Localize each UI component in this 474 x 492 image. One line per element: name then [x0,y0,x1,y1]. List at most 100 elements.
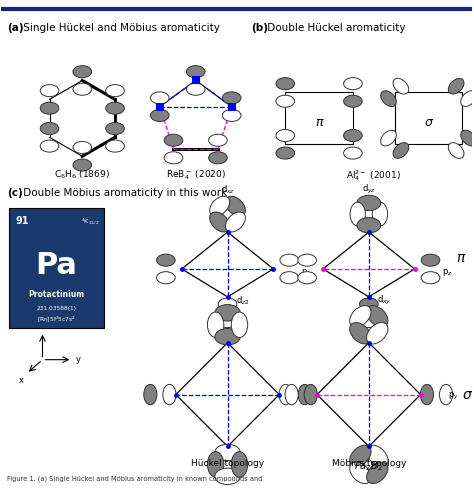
Ellipse shape [344,147,362,159]
Text: Pa$_2$B$_2$: Pa$_2$B$_2$ [355,460,383,473]
Ellipse shape [448,143,464,158]
Text: Double Hückel aromaticity: Double Hückel aromaticity [264,23,406,32]
Ellipse shape [210,212,229,232]
Ellipse shape [150,109,169,122]
Ellipse shape [73,159,91,171]
Bar [156,103,164,111]
Bar [285,92,353,144]
Ellipse shape [73,83,91,95]
Ellipse shape [350,323,371,344]
Text: 231.03588(1): 231.03588(1) [36,306,76,311]
Text: Single Hückel and Möbius aromaticity: Single Hückel and Möbius aromaticity [19,23,219,32]
Ellipse shape [304,384,317,405]
Ellipse shape [106,85,124,96]
Ellipse shape [186,83,205,95]
Text: d$_{xz}$: d$_{xz}$ [220,184,235,196]
Ellipse shape [164,134,183,146]
Ellipse shape [298,272,317,284]
Ellipse shape [421,272,440,284]
Ellipse shape [279,384,292,405]
Ellipse shape [40,123,59,135]
Ellipse shape [366,462,388,484]
Text: σ: σ [425,116,432,129]
Text: 91: 91 [16,216,29,226]
Ellipse shape [421,254,440,266]
Ellipse shape [298,384,311,405]
Ellipse shape [350,462,371,484]
Text: Figure 1. (a) Single Hückel and Möbius aromaticity in known compounds and: Figure 1. (a) Single Hückel and Möbius a… [7,475,262,482]
Ellipse shape [280,254,299,266]
Text: Double Möbius aromaticity in this work: Double Möbius aromaticity in this work [19,188,227,198]
Ellipse shape [106,102,124,114]
Ellipse shape [366,445,388,466]
Ellipse shape [231,452,248,477]
Ellipse shape [393,78,409,94]
Ellipse shape [40,140,59,152]
Text: Al$_4^{2-}$ (2001): Al$_4^{2-}$ (2001) [346,168,401,183]
Ellipse shape [276,147,294,159]
Bar [228,103,236,111]
Text: (b): (b) [251,23,268,32]
Text: Pa: Pa [36,251,77,280]
Text: p$_y$: p$_y$ [448,391,459,402]
Text: $^4$K$_{11/2}$: $^4$K$_{11/2}$ [81,216,99,226]
Ellipse shape [106,123,124,135]
Text: π: π [456,251,465,265]
Ellipse shape [461,91,474,106]
Ellipse shape [231,312,248,338]
Ellipse shape [366,306,388,327]
Ellipse shape [210,196,229,216]
Ellipse shape [357,217,381,233]
Ellipse shape [164,152,183,164]
Ellipse shape [73,141,91,154]
Ellipse shape [40,102,59,114]
Ellipse shape [381,91,396,106]
Text: C$_6$H$_6$ (1869): C$_6$H$_6$ (1869) [55,168,110,181]
Ellipse shape [209,152,227,164]
Ellipse shape [215,444,240,461]
Ellipse shape [420,384,434,405]
Ellipse shape [222,92,241,104]
Ellipse shape [144,384,157,405]
Ellipse shape [344,78,362,90]
Text: z: z [40,319,45,328]
Ellipse shape [276,78,294,90]
Ellipse shape [156,272,175,284]
Ellipse shape [344,95,362,107]
Text: p$_z$: p$_z$ [301,268,312,278]
Text: (a): (a) [7,23,23,32]
Ellipse shape [218,315,237,328]
Text: d$_{z2}$: d$_{z2}$ [236,294,249,307]
Ellipse shape [209,134,227,146]
Ellipse shape [208,312,224,338]
Ellipse shape [215,329,240,345]
Ellipse shape [350,202,365,226]
Text: ReB$_4^-$ (2020): ReB$_4^-$ (2020) [166,168,226,182]
Text: [Rn]5f$^2$5c7s$^2$: [Rn]5f$^2$5c7s$^2$ [37,314,76,324]
Ellipse shape [276,95,294,107]
Text: d$_{yz}$: d$_{yz}$ [362,183,376,196]
Ellipse shape [350,445,371,466]
Ellipse shape [226,196,246,216]
Ellipse shape [73,65,91,78]
Ellipse shape [350,306,371,327]
Ellipse shape [359,298,378,310]
Ellipse shape [276,129,294,142]
Text: Protactinium: Protactinium [28,290,84,299]
Text: y: y [75,355,80,364]
Text: π: π [315,116,323,129]
Text: x: x [18,375,24,385]
Ellipse shape [215,468,240,485]
Ellipse shape [344,129,362,142]
Ellipse shape [186,65,205,78]
Text: d$_{xy}$: d$_{xy}$ [377,294,391,307]
Ellipse shape [372,202,388,226]
Text: (c): (c) [7,188,22,198]
Ellipse shape [461,130,474,146]
Ellipse shape [357,195,381,211]
Bar [191,76,200,85]
Ellipse shape [218,298,237,310]
Ellipse shape [359,315,378,328]
Ellipse shape [439,384,453,405]
Text: p$_y$: p$_y$ [307,391,318,402]
